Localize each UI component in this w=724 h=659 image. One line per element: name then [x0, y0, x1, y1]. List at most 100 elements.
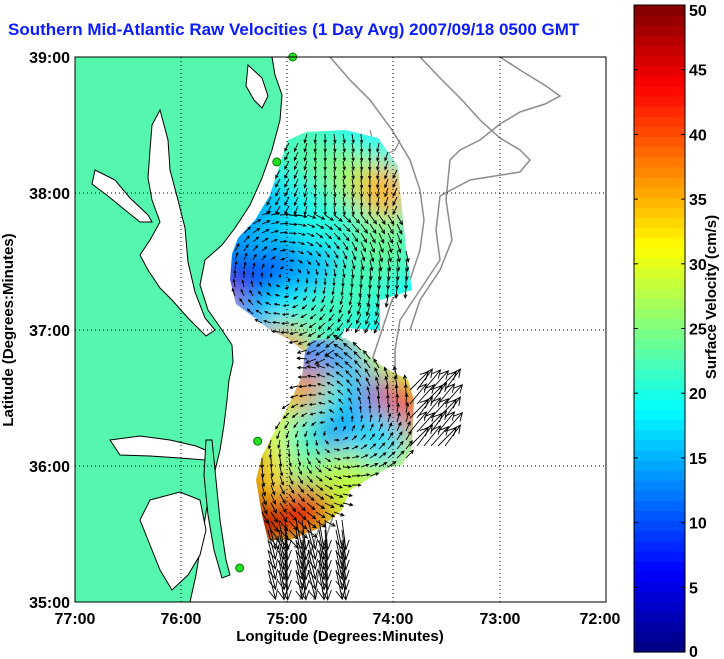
x-axis-label: Longitude (Degrees:Minutes) — [236, 628, 444, 645]
velocity-vector — [351, 445, 359, 450]
velocity-vector — [280, 321, 290, 325]
velocity-vector — [303, 178, 308, 189]
velocity-vector — [281, 313, 290, 316]
velocity-vector — [302, 421, 308, 428]
velocity-vector — [278, 273, 282, 278]
velocity-vector — [369, 413, 373, 423]
velocity-vector — [333, 241, 340, 250]
colorbar-band — [634, 530, 685, 542]
velocity-vector — [271, 329, 281, 334]
velocity-vector — [297, 511, 307, 521]
colorbar-band — [634, 55, 685, 67]
velocity-vector — [315, 484, 324, 491]
velocity-vector — [323, 278, 327, 286]
velocity-vector — [352, 341, 362, 351]
velocity-vector — [288, 222, 298, 227]
velocity-vector — [279, 248, 287, 252]
velocity-vector — [297, 250, 304, 254]
velocity-vector — [297, 223, 307, 227]
velocity-vector — [284, 187, 290, 197]
velocity-vector — [360, 250, 366, 262]
colorbar-band — [634, 227, 685, 239]
velocity-vector — [405, 259, 410, 272]
velocity-vector — [324, 241, 331, 249]
velocity-vector — [279, 239, 288, 243]
velocity-vector — [327, 391, 335, 396]
velocity-vector — [342, 196, 346, 207]
colorbar-band — [634, 5, 685, 16]
velocity-vector — [376, 196, 380, 207]
potomac-river — [91, 169, 153, 223]
velocity-vector — [342, 223, 351, 233]
velocity-vector — [270, 511, 278, 524]
velocity-vector — [333, 438, 340, 442]
velocity-vector — [313, 133, 317, 144]
velocity-vector — [324, 457, 332, 462]
colorbar-tick-label: 0 — [689, 644, 698, 659]
station-marker — [235, 563, 245, 573]
velocity-vector — [339, 559, 350, 591]
velocity-vector — [393, 374, 398, 387]
colorbar-band — [634, 419, 685, 431]
velocity-vector — [360, 473, 371, 477]
velocity-vector — [288, 340, 299, 344]
velocity-vector — [243, 261, 247, 270]
colorbar-tick-label: 10 — [689, 516, 707, 533]
velocity-vector — [346, 379, 353, 387]
velocity-vector — [306, 232, 315, 237]
velocity-vector — [342, 446, 350, 450]
colorbar-band — [634, 500, 685, 512]
colorbar-band — [634, 470, 685, 481]
velocity-vector — [335, 371, 344, 378]
velocity-vector — [300, 412, 308, 417]
velocity-vector — [261, 502, 268, 515]
velocity-vector — [285, 430, 290, 439]
velocity-vector — [326, 381, 335, 387]
colorbar-band — [634, 389, 685, 400]
velocity-vector — [315, 493, 325, 500]
velocity-vector — [287, 278, 291, 283]
velocity-vector — [306, 365, 317, 369]
colorbar-band — [634, 348, 685, 360]
velocity-vector — [267, 559, 278, 591]
velocity-vector — [342, 178, 346, 189]
velocity-vector — [359, 169, 364, 181]
velocity-vector — [351, 178, 355, 189]
velocity-vector — [288, 250, 296, 253]
velocity-vector — [246, 308, 254, 315]
velocity-vector — [351, 187, 355, 198]
grid-lines — [75, 57, 606, 602]
velocity-vector — [342, 151, 346, 162]
velocity-vector — [396, 232, 402, 245]
velocity-vector — [342, 465, 352, 469]
velocity-vector — [376, 394, 381, 405]
velocity-vector — [333, 142, 337, 153]
velocity-vector — [281, 559, 292, 591]
velocity-vector — [377, 268, 382, 281]
velocity-vector — [369, 232, 376, 244]
station-marker — [253, 436, 263, 446]
velocity-vector — [325, 372, 335, 378]
velocity-vector — [342, 456, 351, 460]
velocity-vector — [243, 243, 249, 252]
colorbar-band — [634, 25, 685, 36]
velocity-vector — [378, 214, 386, 225]
velocity-vector — [306, 475, 314, 484]
velocity-vector — [444, 424, 462, 447]
velocity-vector — [342, 268, 346, 279]
velocity-vector — [313, 430, 317, 437]
velocity-vector — [333, 232, 341, 241]
colorbar-tick-label: 30 — [689, 257, 707, 274]
velocity-vector — [318, 401, 326, 405]
velocity-vector — [233, 269, 237, 278]
velocity-vector — [315, 214, 326, 220]
velocity-vector — [329, 304, 335, 313]
velocity-vector — [325, 340, 335, 348]
velocity-vector — [315, 340, 326, 347]
colorbar-tick-label: 35 — [689, 192, 707, 209]
velocity-vector — [367, 205, 372, 217]
velocity-vector — [315, 502, 326, 510]
colorbar-band — [634, 611, 685, 623]
velocity-vector — [326, 331, 335, 340]
velocity-vector — [267, 539, 278, 571]
